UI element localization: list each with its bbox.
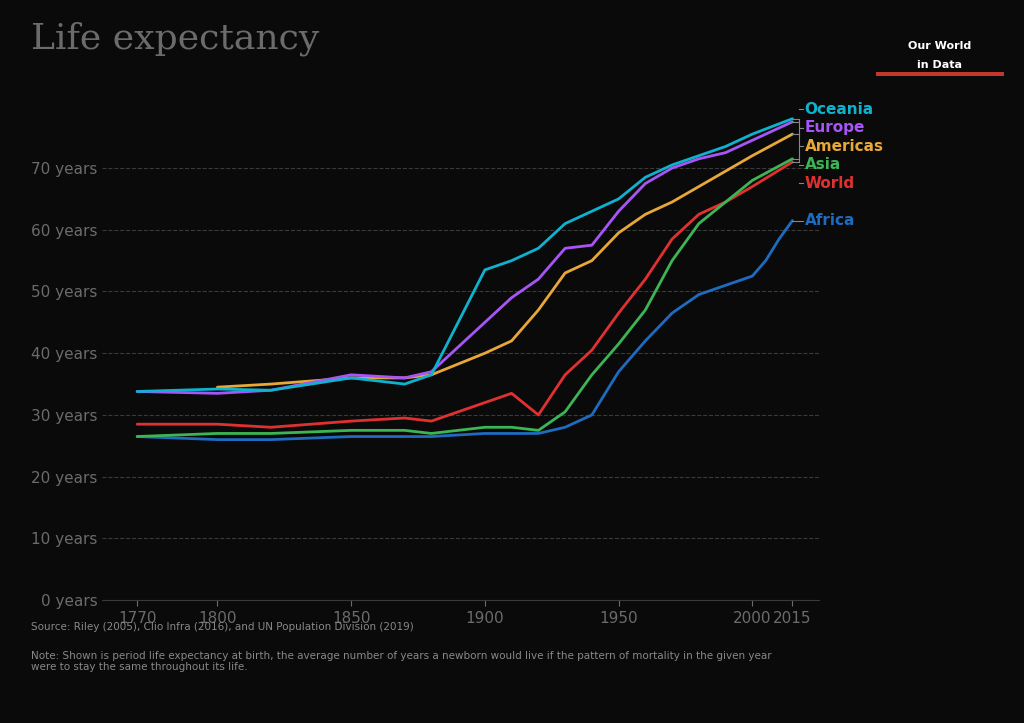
- Bar: [876, 72, 1004, 76]
- Text: Note: Shown is period life expectancy at birth, the average number of years a ne: Note: Shown is period life expectancy at…: [31, 651, 771, 672]
- Text: World: World: [805, 176, 855, 191]
- Text: in Data: in Data: [918, 60, 962, 70]
- Text: Africa: Africa: [805, 213, 855, 228]
- Text: Asia: Asia: [805, 158, 841, 173]
- Text: Europe: Europe: [805, 121, 865, 135]
- Text: Our World: Our World: [908, 41, 971, 51]
- Text: Americas: Americas: [805, 139, 884, 154]
- Text: Source: Riley (2005), Clio Infra (2016), and UN Population Division (2019): Source: Riley (2005), Clio Infra (2016),…: [31, 622, 414, 632]
- Text: Oceania: Oceania: [805, 102, 873, 117]
- Text: Life expectancy: Life expectancy: [31, 22, 318, 56]
